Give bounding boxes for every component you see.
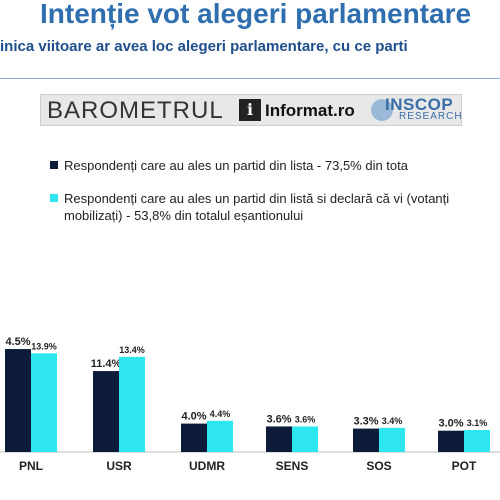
data-label-usr-series2: 13.4%: [119, 345, 145, 355]
barometru-logo-text: BAROMETRUL: [47, 97, 224, 124]
bar-udmr-series2: [207, 420, 233, 452]
category-label-pot: POT: [452, 459, 477, 473]
category-label-udmr: UDMR: [189, 459, 225, 473]
informat-logo-text: Informat.ro: [265, 101, 355, 120]
data-label-sens-series2: 3.6%: [295, 414, 316, 424]
divider: [0, 78, 500, 79]
bar-usr-series2: [119, 356, 145, 452]
inscop-logo-icon: [371, 99, 393, 121]
bar-sens-series2: [292, 426, 318, 452]
data-label-sos-series2: 3.4%: [382, 416, 403, 426]
bar-sos-series1: [353, 428, 379, 452]
data-label-sens-series1: 3.6%: [266, 413, 291, 425]
legend-label-series1: Respondenți care au ales un partid din l…: [64, 158, 408, 173]
data-label-udmr-series2: 4.4%: [210, 409, 231, 419]
data-label-pot-series2: 3.1%: [467, 418, 488, 428]
data-label-pnl-series1: 4.5%: [5, 336, 30, 348]
inscop-logo-text: INSCOP: [385, 95, 454, 114]
data-label-pot-series1: 3.0%: [438, 418, 463, 430]
legend-swatch-series1: [50, 161, 58, 169]
bar-udmr-series1: [181, 423, 207, 452]
data-label-usr-series1: 11.4%: [91, 358, 122, 370]
bar-sens-series1: [266, 426, 292, 452]
page-title: Intenție vot alegeri parlamentare: [40, 0, 472, 29]
inscop-research-text: RESEARCH: [399, 111, 463, 122]
category-label-pnl: PNL: [19, 459, 43, 473]
data-label-sos-series1: 3.3%: [353, 416, 378, 428]
page-subtitle: inica viitoare ar avea loc alegeri parla…: [0, 38, 408, 55]
legend-swatch-series2: [50, 194, 58, 202]
bar-pot-series2: [464, 429, 490, 452]
category-label-sos: SOS: [366, 459, 391, 473]
legend-label-series2: Respondenți care au ales un partid din l…: [64, 191, 450, 223]
bar-pnl-series1: [5, 349, 31, 452]
bar-pnl-series2: [31, 353, 57, 452]
bar-sos-series2: [379, 427, 405, 452]
bar-usr-series1: [93, 371, 119, 452]
source-banner: BAROMETRUL i Informat.ro INSCOP RESEARCH: [40, 94, 462, 126]
data-label-udmr-series1: 4.0%: [181, 411, 206, 423]
informat-logo-icon: i: [239, 99, 261, 121]
data-label-pnl-series2: 13.9%: [31, 341, 57, 351]
category-label-usr: USR: [106, 459, 132, 473]
category-label-sens: SENS: [276, 459, 309, 473]
bar-pot-series1: [438, 430, 464, 452]
